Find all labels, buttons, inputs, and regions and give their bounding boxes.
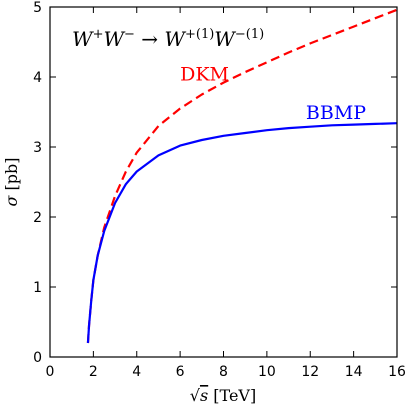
x-tick-label: 10 [258, 364, 276, 380]
title-particle-2: W [103, 27, 125, 51]
y-tick-label: 0 [33, 350, 42, 366]
title-particle-1: W [72, 27, 94, 51]
x-tick-label: 2 [89, 364, 98, 380]
x-tick-label: 12 [301, 364, 319, 380]
chart-title: W+W− → W+(1)W−(1) [72, 27, 264, 51]
plot-frame [49, 6, 398, 358]
y-axis-label: σ [pb] [2, 158, 21, 207]
y-tick-label: 3 [33, 140, 42, 156]
title-charge-4: −(1) [235, 27, 264, 42]
x-axis-label: √s [TeV] [190, 386, 256, 405]
x-tick-label: 16 [388, 364, 406, 380]
title-charge-2: − [124, 27, 135, 42]
x-axis-label-var: s [200, 386, 208, 405]
title-charge-1: + [93, 27, 104, 42]
x-tick-label: 8 [219, 364, 228, 380]
y-tick-label: 1 [33, 280, 42, 296]
x-axis-label-root: √ [190, 386, 201, 405]
series-line-dkm [86, 8, 397, 344]
title-arrow: → [135, 27, 164, 51]
y-axis-label-var: σ [2, 194, 21, 206]
series-label-bbmp: BBMP [306, 102, 366, 124]
series-line-bbmp [86, 122, 397, 344]
x-tick-label: 6 [176, 364, 185, 380]
annotations-layer: DKM BBMP [180, 64, 366, 125]
x-tick-label: 14 [345, 364, 363, 380]
series-label-dkm: DKM [180, 64, 229, 86]
title-particle-3: W [164, 27, 186, 51]
series-layer [86, 8, 397, 344]
y-tick-label: 5 [33, 0, 42, 16]
y-tick-label: 2 [33, 210, 42, 226]
x-tick-label: 0 [46, 364, 55, 380]
title-particle-4: W [214, 27, 236, 51]
x-tick-label: 4 [132, 364, 141, 380]
y-tick-label: 4 [33, 70, 42, 86]
y-axis-label-unit: [pb] [2, 158, 21, 196]
x-axis-label-unit: [TeV] [208, 386, 256, 405]
title-charge-3: +(1) [185, 27, 214, 42]
